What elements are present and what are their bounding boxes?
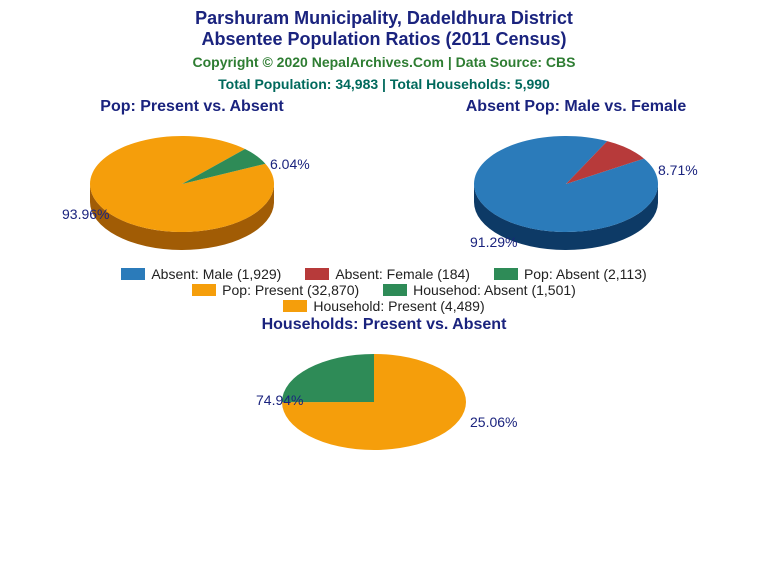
chart-pop-present-absent: Pop: Present vs. Absent 93.96%6.04% bbox=[72, 98, 312, 260]
top-chart-row: Pop: Present vs. Absent 93.96%6.04% Abse… bbox=[0, 98, 768, 260]
chart2-title: Absent Pop: Male vs. Female bbox=[466, 98, 687, 116]
chart-households: Households: Present vs. Absent 74.94%25.… bbox=[0, 316, 768, 478]
pie-slice-label: 93.96% bbox=[62, 206, 109, 222]
pie-slice-label: 91.29% bbox=[470, 234, 517, 250]
pie-slice-label: 25.06% bbox=[470, 414, 517, 430]
pie-slice-label: 74.94% bbox=[256, 392, 303, 408]
title-line2: Absentee Population Ratios (2011 Census) bbox=[0, 29, 768, 50]
legend-label: Absent: Male (1,929) bbox=[151, 266, 281, 282]
chart3-pie: 74.94%25.06% bbox=[264, 338, 504, 478]
legend-label: Pop: Present (32,870) bbox=[222, 282, 359, 298]
chart-absent-male-female: Absent Pop: Male vs. Female 91.29% 8.71% bbox=[456, 98, 696, 260]
legend-label: Househod: Absent (1,501) bbox=[413, 282, 576, 298]
legend-swatch bbox=[121, 268, 145, 280]
title-line1: Parshuram Municipality, Dadeldhura Distr… bbox=[0, 0, 768, 29]
legend-item: Absent: Male (1,929) bbox=[121, 266, 281, 282]
totals-text: Total Population: 34,983 | Total Househo… bbox=[0, 76, 768, 92]
copyright-text: Copyright © 2020 NepalArchives.Com | Dat… bbox=[0, 54, 768, 70]
legend-item: Househod: Absent (1,501) bbox=[383, 282, 576, 298]
chart1-pie: 93.96%6.04% bbox=[72, 120, 312, 260]
legend-item: Pop: Absent (2,113) bbox=[494, 266, 647, 282]
legend-item: Household: Present (4,489) bbox=[283, 298, 484, 314]
legend-label: Household: Present (4,489) bbox=[313, 298, 484, 314]
chart3-title: Households: Present vs. Absent bbox=[262, 316, 507, 334]
legend-swatch bbox=[305, 268, 329, 280]
legend: Absent: Male (1,929) Absent: Female (184)… bbox=[104, 266, 664, 314]
legend-swatch bbox=[192, 284, 216, 296]
legend-label: Absent: Female (184) bbox=[335, 266, 470, 282]
legend-swatch bbox=[383, 284, 407, 296]
chart2-pie: 91.29% 8.71% bbox=[456, 120, 696, 260]
legend-swatch bbox=[494, 268, 518, 280]
legend-item: Pop: Present (32,870) bbox=[192, 282, 359, 298]
legend-swatch bbox=[283, 300, 307, 312]
chart1-title: Pop: Present vs. Absent bbox=[100, 98, 283, 116]
pie-slice-label: 6.04% bbox=[270, 156, 310, 172]
pie-slice-label: 8.71% bbox=[658, 162, 698, 178]
legend-label: Pop: Absent (2,113) bbox=[524, 266, 647, 282]
legend-item: Absent: Female (184) bbox=[305, 266, 470, 282]
